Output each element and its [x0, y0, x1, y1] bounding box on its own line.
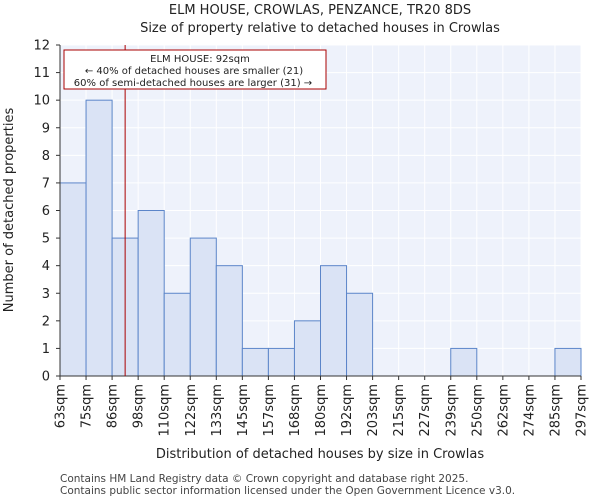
bar — [85, 99, 113, 377]
x-tick-label: 227sqm — [418, 384, 433, 437]
bar — [267, 347, 295, 377]
x-tick-label: 239sqm — [444, 384, 459, 437]
y-tick-label: 6 — [42, 204, 50, 219]
x-tick-label: 262sqm — [496, 384, 511, 437]
x-tick-label: 122sqm — [184, 384, 199, 437]
annotation-line: ELM HOUSE: 92sqm — [150, 54, 250, 65]
y-tick-label: 2 — [42, 314, 50, 329]
x-tick-label: 133sqm — [210, 384, 225, 437]
y-tick-label: 4 — [42, 259, 50, 274]
y-tick-label: 0 — [42, 370, 50, 385]
y-tick-label: 8 — [42, 149, 50, 164]
x-tick-label: 110sqm — [158, 384, 173, 437]
x-tick-label: 145sqm — [236, 384, 251, 437]
x-tick-label: 250sqm — [470, 384, 485, 437]
x-tick-label: 203sqm — [366, 384, 381, 437]
x-tick-label: 157sqm — [262, 384, 277, 437]
y-tick-label: 11 — [33, 66, 50, 81]
bar — [346, 292, 374, 377]
y-tick-label: 3 — [42, 287, 50, 302]
bar — [450, 347, 478, 377]
x-tick-label: 180sqm — [314, 384, 329, 437]
x-tick-label: 285sqm — [548, 384, 563, 437]
bar — [554, 347, 582, 377]
chart-subtitle: Size of property relative to detached ho… — [140, 21, 500, 36]
y-tick-label: 5 — [42, 232, 50, 247]
x-tick-label: 63sqm — [54, 384, 69, 428]
bar — [293, 320, 322, 377]
y-axis-label: Number of detached properties — [2, 108, 17, 313]
chart-title: ELM HOUSE, CROWLAS, PENZANCE, TR20 8DS — [169, 3, 471, 18]
marker: ELM HOUSE: 92sqm← 40% of detached houses… — [63, 45, 327, 376]
x-axis-label: Distribution of detached houses by size … — [156, 447, 485, 462]
bar — [241, 347, 269, 377]
bar — [59, 182, 87, 377]
annotation-line: 60% of semi-detached houses are larger (… — [74, 78, 312, 89]
y-tick-label: 9 — [42, 121, 50, 136]
annotation-line: ← 40% of detached houses are smaller (21… — [85, 66, 303, 77]
y-tick-label: 7 — [42, 176, 50, 191]
x-tick-labels: 63sqm 75sqm 86sqm 98sqm 110sqm 122sqm 133sqm 14… — [54, 384, 590, 437]
footer-line-1: Contains HM Land Registry data © Crown c… — [60, 473, 469, 485]
annotation-box — [63, 49, 327, 90]
x-tick-label: 168sqm — [288, 384, 303, 437]
footer-line-2: Contains public sector information licen… — [60, 485, 516, 497]
x-tick-label: 98sqm — [132, 384, 147, 428]
y-tick-label: 12 — [33, 39, 50, 54]
y-tick-label: 10 — [33, 94, 50, 109]
bar — [215, 265, 243, 377]
bar — [320, 265, 348, 377]
x-tick-label: 75sqm — [80, 384, 95, 428]
bar — [137, 210, 165, 377]
x-tick-label: 274sqm — [522, 384, 537, 437]
axes — [56, 44, 582, 380]
bar — [189, 237, 217, 377]
x-tick-label: 215sqm — [392, 384, 407, 437]
y-tick-label: 1 — [42, 342, 50, 357]
x-tick-label: 86sqm — [106, 384, 121, 428]
bar — [163, 292, 191, 377]
x-tick-label: 297sqm — [575, 384, 590, 437]
x-tick-label: 192sqm — [340, 384, 355, 437]
